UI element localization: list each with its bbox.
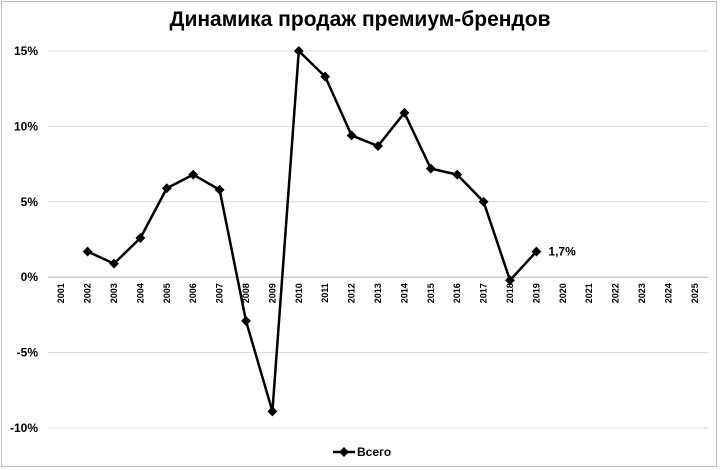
x-tick-label: 2005 (162, 283, 172, 303)
x-tick-label: 2009 (267, 283, 277, 303)
legend: Всего (333, 445, 391, 459)
data-point (82, 246, 93, 257)
x-tick-label: 2010 (294, 283, 304, 303)
x-tick-label: 2025 (690, 283, 700, 303)
x-tick-label: 2018 (505, 283, 515, 303)
x-tick-label: 2021 (584, 283, 594, 303)
y-tick-label: 10% (14, 119, 38, 133)
data-labels: 1,7% (548, 245, 576, 259)
x-tick-label: 2011 (320, 283, 330, 303)
data-point (478, 196, 489, 207)
series-layer (82, 46, 542, 417)
x-tick-label: 2014 (399, 283, 409, 303)
x-tick-label: 2019 (531, 283, 541, 303)
data-point (267, 406, 278, 417)
y-axis-ticks: 15% 10% 5% 0% -5% -10% (10, 44, 38, 435)
y-tick-label: -10% (10, 421, 38, 435)
x-tick-label: 2007 (215, 283, 225, 303)
data-point (188, 169, 199, 180)
data-label: 1,7% (548, 245, 576, 259)
data-point (505, 275, 515, 286)
x-tick-label: 2016 (452, 283, 462, 303)
y-tick-label: 15% (14, 44, 38, 58)
data-point (161, 183, 172, 194)
chart-title: Динамика продаж премиум-брендов (169, 8, 551, 31)
x-tick-label: 2001 (56, 283, 66, 303)
data-point (531, 246, 542, 257)
grid-lines (48, 50, 708, 429)
x-axis-ticks: 2001 2002 2003 2004 2005 2006 2007 2008 2009 2010… (56, 283, 700, 303)
y-tick-label: -5% (17, 346, 39, 360)
x-tick-label: 2023 (637, 283, 647, 303)
x-tick-label: 2024 (663, 283, 673, 303)
data-point (452, 169, 463, 180)
x-tick-label: 2002 (83, 283, 93, 303)
data-point (346, 130, 357, 141)
y-tick-label: 5% (21, 195, 39, 209)
x-tick-label: 2012 (347, 283, 357, 303)
x-tick-label: 2022 (611, 283, 621, 303)
legend-label: Всего (357, 445, 391, 459)
x-tick-label: 2013 (373, 283, 383, 303)
data-point (241, 315, 251, 326)
data-point (135, 233, 146, 243)
x-tick-label: 2008 (241, 283, 251, 303)
x-tick-label: 2020 (558, 283, 568, 303)
x-tick-label: 2017 (479, 283, 489, 303)
x-tick-label: 2006 (188, 283, 198, 303)
series-line (87, 49, 538, 413)
legend-marker (339, 447, 349, 457)
data-point (425, 163, 436, 174)
x-tick-label: 2015 (426, 283, 436, 303)
y-tick-label: 0% (21, 270, 39, 284)
x-tick-label: 2003 (109, 283, 119, 303)
x-tick-label: 2004 (135, 283, 145, 303)
data-point (214, 184, 225, 195)
data-point (373, 141, 383, 151)
